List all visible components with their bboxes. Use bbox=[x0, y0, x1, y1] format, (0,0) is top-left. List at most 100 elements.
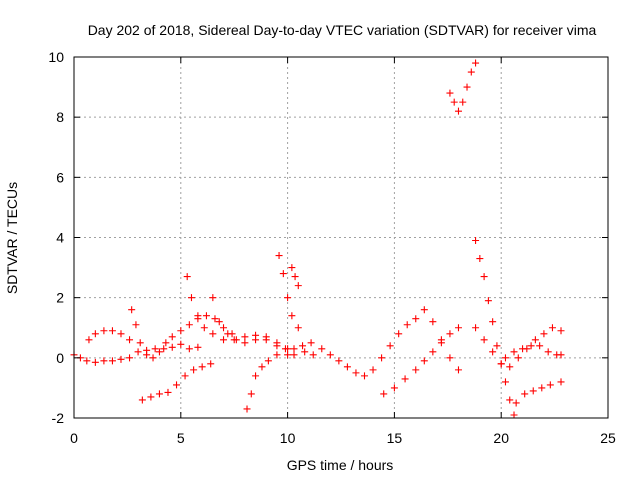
x-tick-label: 25 bbox=[600, 430, 616, 446]
data-point bbox=[164, 388, 172, 396]
series-track-1 bbox=[70, 340, 202, 366]
data-point bbox=[155, 390, 163, 398]
y-tick-label: -2 bbox=[52, 410, 65, 426]
data-point bbox=[489, 348, 497, 356]
data-point bbox=[506, 363, 514, 371]
data-point bbox=[209, 330, 217, 338]
data-point bbox=[173, 381, 181, 389]
data-point bbox=[472, 237, 480, 245]
data-point bbox=[472, 324, 480, 332]
data-point bbox=[241, 333, 249, 341]
data-point bbox=[200, 324, 208, 332]
data-point bbox=[162, 339, 170, 347]
data-point bbox=[258, 363, 266, 371]
data-point bbox=[307, 339, 315, 347]
data-point bbox=[232, 336, 240, 344]
data-point bbox=[117, 355, 125, 363]
series-track-7 bbox=[243, 339, 315, 413]
data-point bbox=[290, 345, 298, 353]
y-tick-label: 6 bbox=[56, 169, 64, 185]
y-tick-label: 4 bbox=[56, 230, 64, 246]
data-point bbox=[446, 354, 454, 362]
x-tick-label: 10 bbox=[280, 430, 296, 446]
data-point bbox=[318, 345, 326, 353]
data-point bbox=[343, 363, 351, 371]
data-point bbox=[151, 345, 159, 353]
data-point bbox=[454, 366, 462, 374]
x-tick-label: 5 bbox=[177, 430, 185, 446]
data-point bbox=[472, 59, 480, 67]
data-point bbox=[209, 294, 217, 302]
data-point bbox=[224, 330, 232, 338]
data-point bbox=[309, 351, 317, 359]
data-point bbox=[185, 321, 193, 329]
data-point bbox=[480, 273, 488, 281]
data-point bbox=[538, 384, 546, 392]
x-axis-label: GPS time / hours bbox=[287, 457, 394, 473]
data-point bbox=[290, 351, 298, 359]
data-point bbox=[85, 336, 93, 344]
data-point bbox=[484, 297, 492, 305]
data-point bbox=[369, 366, 377, 374]
data-point bbox=[450, 98, 458, 106]
data-point bbox=[198, 363, 206, 371]
axes: 0 5 10 15 20 25 -2 0 2 4 6 8 10 bbox=[48, 49, 616, 446]
data-point bbox=[527, 342, 535, 350]
data-point bbox=[241, 339, 249, 347]
data-point bbox=[190, 366, 198, 374]
data-point bbox=[149, 354, 157, 362]
series-track-2 bbox=[85, 327, 134, 344]
data-point bbox=[557, 351, 565, 359]
data-point bbox=[294, 324, 302, 332]
data-point bbox=[147, 393, 155, 401]
data-point bbox=[91, 358, 99, 366]
data-point bbox=[202, 312, 210, 320]
data-point bbox=[128, 306, 136, 314]
data-point bbox=[506, 396, 514, 404]
data-point bbox=[185, 345, 193, 353]
data-point bbox=[429, 318, 437, 326]
data-point bbox=[301, 348, 309, 356]
series-track-15 bbox=[512, 378, 565, 407]
data-point bbox=[326, 351, 334, 359]
data-point bbox=[501, 378, 509, 386]
data-point bbox=[335, 357, 343, 365]
data-point bbox=[187, 294, 195, 302]
data-point bbox=[155, 348, 163, 356]
data-point bbox=[521, 390, 529, 398]
data-point bbox=[412, 315, 420, 323]
data-point bbox=[288, 312, 296, 320]
data-point bbox=[395, 330, 403, 338]
data-point bbox=[519, 345, 527, 353]
data-point bbox=[181, 372, 189, 380]
data-point bbox=[207, 360, 215, 368]
data-point bbox=[194, 343, 202, 351]
data-point bbox=[299, 342, 307, 350]
data-point bbox=[83, 357, 91, 365]
data-point bbox=[243, 405, 251, 413]
data-point bbox=[168, 333, 176, 341]
series-track-13 bbox=[472, 237, 518, 419]
y-tick-label: 10 bbox=[48, 49, 64, 65]
data-point bbox=[194, 312, 202, 320]
series-track-4 bbox=[138, 360, 215, 404]
data-point bbox=[536, 342, 544, 350]
data-point bbox=[134, 348, 142, 356]
data-point bbox=[540, 330, 548, 338]
series-track-9 bbox=[288, 264, 302, 290]
series-track-8 bbox=[275, 252, 302, 332]
data-point bbox=[510, 411, 518, 419]
data-point bbox=[168, 343, 176, 351]
y-tick-label: 2 bbox=[56, 290, 64, 306]
data-point bbox=[117, 330, 125, 338]
data-point bbox=[284, 294, 292, 302]
data-point bbox=[352, 369, 360, 377]
series-track-3 bbox=[128, 306, 236, 362]
y-axis-label: SDTVAR / TECUs bbox=[4, 182, 20, 294]
data-point bbox=[489, 318, 497, 326]
data-point bbox=[220, 336, 228, 344]
data-point bbox=[183, 273, 191, 281]
x-tick-label: 15 bbox=[387, 430, 403, 446]
y-tick-label: 0 bbox=[56, 350, 64, 366]
data-point bbox=[220, 324, 228, 332]
